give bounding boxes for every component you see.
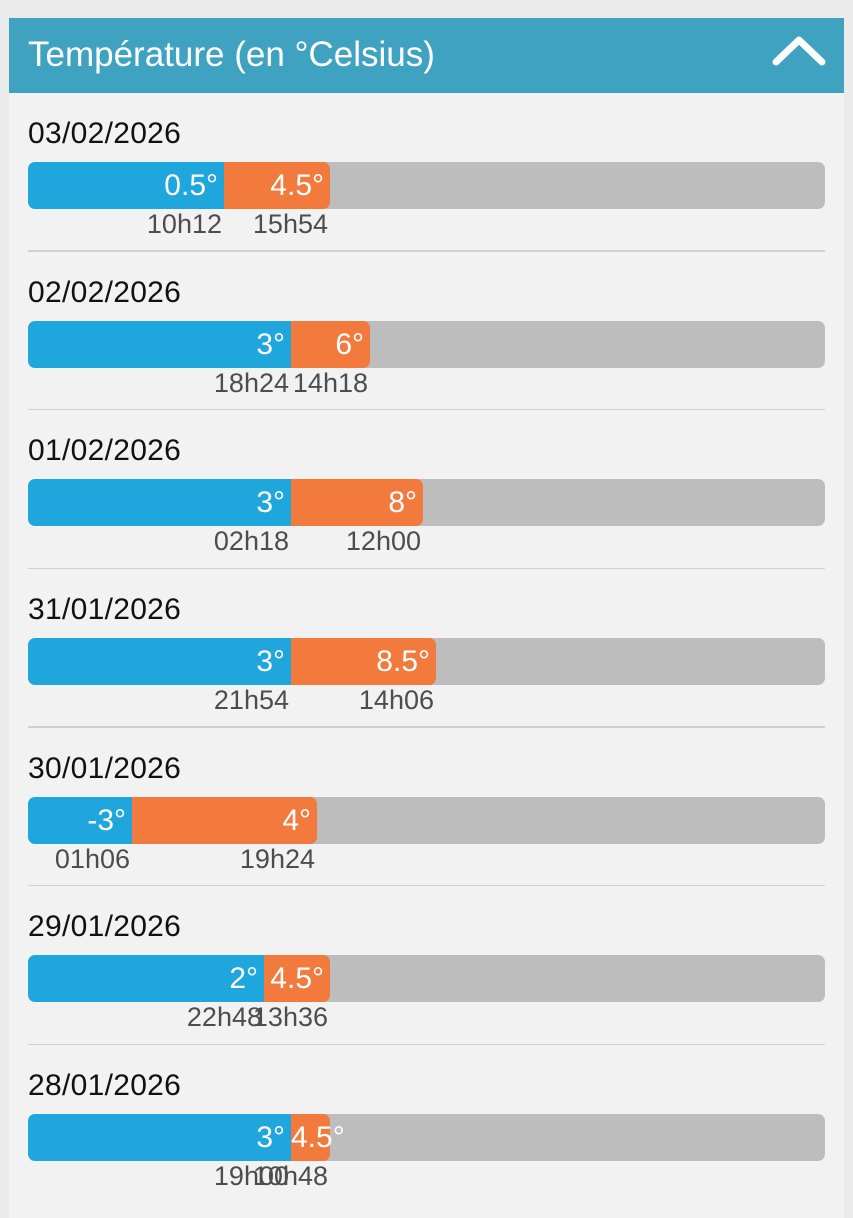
max-temperature-segment: 6°	[291, 320, 370, 368]
max-temperature-segment: 8.5°	[291, 638, 436, 686]
temperature-range-bar: 3° 8°	[28, 479, 825, 527]
row-divider	[28, 884, 825, 887]
day-row: 03/02/2026 0.5° 4.5° 10h12 15h54	[28, 93, 825, 252]
max-temperature-segment: 4°	[132, 796, 317, 844]
day-row: 01/02/2026 3° 8° 02h18 12h00	[28, 410, 825, 570]
row-divider	[28, 250, 825, 252]
max-temperature-time: 14h06	[358, 685, 434, 716]
panel-title: Température (en °Celsius)	[28, 35, 435, 74]
temperature-range-bar: 3° 8.5°	[28, 638, 825, 686]
max-temperature-segment: 4.5°	[291, 1114, 345, 1162]
temperature-range-bar: 3° 4.5°	[28, 1114, 825, 1162]
max-temperature-segment: 4.5°	[264, 955, 330, 1003]
day-date: 03/02/2026	[28, 117, 182, 150]
max-temperature-time: 13h36	[252, 1002, 328, 1033]
day-date: 29/01/2026	[28, 910, 182, 944]
day-date: 31/01/2026	[28, 593, 182, 627]
max-temperature-time: 10h48	[252, 1161, 328, 1192]
min-temperature-time: 02h18	[213, 526, 289, 557]
min-temperature-time: 21h54	[213, 685, 289, 716]
max-temperature-segment: 8°	[291, 479, 423, 527]
row-divider	[28, 408, 825, 411]
temperature-range-bar: -3° 4°	[28, 796, 825, 844]
day-row: 02/02/2026 3° 6° 18h24 14h18	[28, 252, 825, 411]
min-temperature-segment: 3°	[28, 638, 291, 686]
max-temperature-time: 14h18	[292, 367, 368, 398]
row-divider	[28, 726, 825, 728]
max-temperature-segment: 4.5°	[224, 162, 330, 209]
collapse-button[interactable]	[768, 24, 830, 82]
min-temperature-segment: 3°	[28, 479, 291, 527]
min-temperature-time: 22h48	[186, 1002, 262, 1033]
temperature-range-bar: 2° 4.5°	[28, 955, 825, 1003]
temperature-range-bar: 3° 6°	[28, 320, 825, 368]
row-divider	[28, 567, 825, 570]
max-temperature-time: 15h54	[252, 209, 328, 239]
min-temperature-time: 19h00	[213, 1161, 289, 1192]
min-temperature-segment: 2°	[28, 955, 264, 1003]
max-temperature-time: 12h00	[345, 526, 421, 557]
chevron-up-icon	[772, 36, 826, 66]
min-temperature-time: 01h06	[54, 843, 130, 874]
daily-temperature-list: 03/02/2026 0.5° 4.5° 10h12 15h54 02/02/2026 3°…	[28, 93, 825, 1204]
min-temperature-time: 10h12	[146, 209, 222, 239]
day-date: 30/01/2026	[28, 751, 182, 785]
min-temperature-segment: -3°	[28, 796, 132, 844]
day-date: 02/02/2026	[28, 275, 182, 309]
min-temperature-segment: 0.5°	[28, 162, 224, 209]
row-divider	[28, 1043, 825, 1046]
min-temperature-segment: 3°	[28, 1114, 291, 1162]
day-row: 29/01/2026 2° 4.5° 22h48 13h36	[28, 886, 825, 1046]
day-date: 28/01/2026	[28, 1069, 182, 1103]
day-row: 31/01/2026 3° 8.5° 21h54 14h06	[28, 569, 825, 728]
temperature-panel-header[interactable]: Température (en °Celsius)	[9, 18, 844, 93]
temperature-range-bar: 0.5° 4.5°	[28, 162, 825, 209]
min-temperature-time: 18h24	[213, 367, 289, 398]
temperature-panel: Température (en °Celsius) 03/02/2026 0.5°…	[9, 18, 844, 1218]
day-row: 28/01/2026 3° 4.5° 19h00 10h48	[28, 1045, 825, 1204]
min-temperature-segment: 3°	[28, 320, 291, 368]
max-temperature-time: 19h24	[239, 843, 315, 874]
day-row: 30/01/2026 -3° 4° 01h06 19h24	[28, 728, 825, 887]
day-date: 01/02/2026	[28, 434, 182, 468]
